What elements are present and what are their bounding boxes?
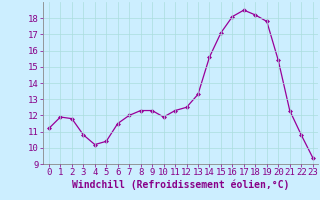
- X-axis label: Windchill (Refroidissement éolien,°C): Windchill (Refroidissement éolien,°C): [72, 180, 290, 190]
